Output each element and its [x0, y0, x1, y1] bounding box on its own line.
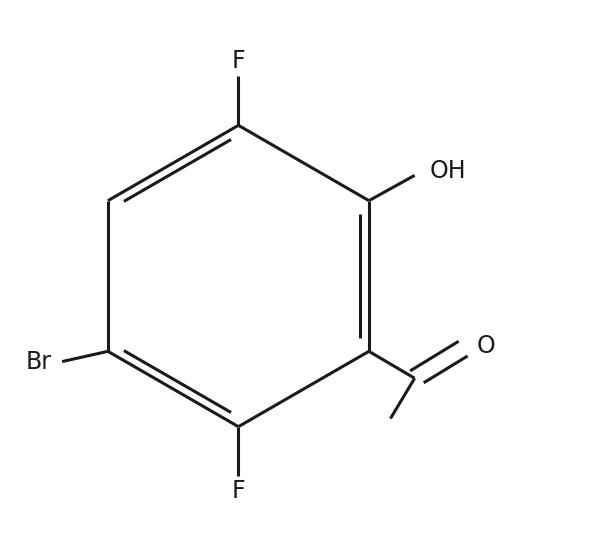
Text: Br: Br	[25, 350, 52, 374]
Text: F: F	[231, 49, 245, 73]
Text: F: F	[231, 479, 245, 503]
Text: OH: OH	[429, 159, 466, 183]
Text: O: O	[476, 334, 495, 358]
